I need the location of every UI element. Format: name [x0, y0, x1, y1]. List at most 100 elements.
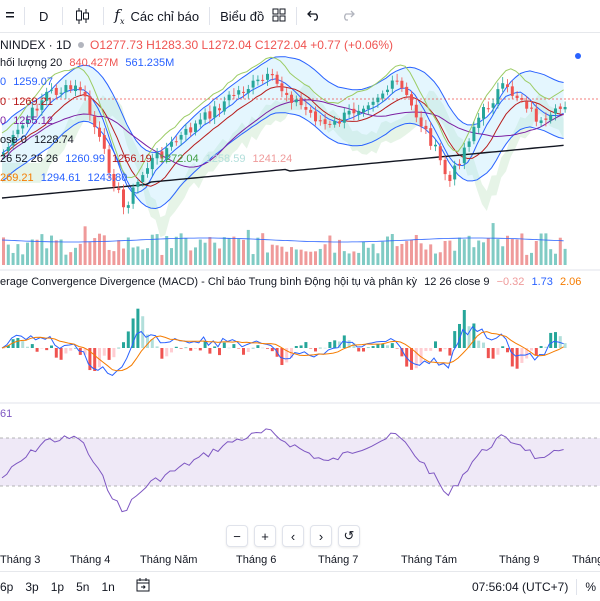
- bollinger-legend: 269.21 1294.61 1243.80: [0, 172, 127, 184]
- macd-histogram-bar: [510, 348, 514, 367]
- volume-bar: [400, 243, 404, 265]
- timeframe-5d[interactable]: 5n: [76, 579, 90, 594]
- macd-histogram-bar: [45, 348, 49, 351]
- macd-histogram-bar: [218, 348, 221, 356]
- volume-bar: [88, 242, 92, 265]
- volume-bar: [54, 240, 58, 265]
- candle-body: [443, 159, 447, 175]
- macd-histogram-bar: [381, 344, 385, 348]
- volume-bar: [194, 247, 197, 265]
- scroll-right-button[interactable]: ›: [310, 525, 332, 547]
- volume-bar: [26, 242, 29, 265]
- candle-body: [198, 119, 202, 125]
- candle-body: [338, 121, 341, 124]
- candle-body: [59, 92, 63, 94]
- zoom-out-button[interactable]: −: [226, 525, 248, 547]
- candle-body: [270, 73, 274, 76]
- bb-value-1: 269.21: [0, 172, 34, 184]
- volume-bar: [198, 239, 202, 265]
- candle-body: [419, 117, 423, 127]
- reset-chart-button[interactable]: ↺: [338, 525, 360, 547]
- volume-bar: [150, 234, 154, 265]
- candle-body: [83, 91, 87, 97]
- candle-body: [126, 205, 130, 208]
- volume-bar: [141, 249, 145, 265]
- volume-bar: [64, 254, 68, 265]
- indicators-button[interactable]: fx Các chỉ báo: [104, 0, 209, 32]
- candle-body: [429, 128, 433, 146]
- month-label: Tháng Tám: [401, 554, 458, 566]
- macd-histogram-bar: [323, 347, 327, 349]
- volume-bar: [554, 253, 557, 265]
- layout-button[interactable]: Biểu đồ: [210, 0, 296, 32]
- volume-bar: [59, 239, 63, 265]
- volume-bar: [261, 233, 265, 265]
- candle-body: [122, 189, 125, 208]
- settings-dot-icon[interactable]: [574, 47, 582, 65]
- volume-bar: [246, 229, 250, 265]
- macd-histogram-bar: [371, 346, 375, 348]
- macd-histogram-bar: [486, 348, 490, 359]
- candle-body: [237, 90, 241, 95]
- volume-bar: [338, 239, 341, 265]
- macd-histogram-bar: [194, 348, 197, 349]
- clock-text[interactable]: 07:56:04 (UTC+7): [471, 579, 569, 594]
- timeframe-3m[interactable]: 3p: [25, 579, 39, 594]
- volume-bar: [242, 239, 245, 265]
- volume-bar: [328, 235, 332, 265]
- candle-body: [386, 89, 389, 93]
- percent-toggle[interactable]: %: [585, 579, 596, 594]
- candle-body: [251, 80, 255, 88]
- volume-label: hối lượng 20: [0, 57, 63, 69]
- macd-histogram-bar: [419, 348, 423, 364]
- macd-histogram-bar: [558, 336, 562, 348]
- timeframe-6m[interactable]: 6p: [0, 579, 14, 594]
- candle-body: [203, 112, 207, 120]
- volume-bar: [482, 242, 485, 265]
- volume-ma-line: [1, 237, 564, 243]
- ohlc-open: O1277.73: [90, 38, 143, 52]
- zoom-in-button[interactable]: +: [254, 525, 276, 547]
- ma-legend-4-value: 1228.74: [33, 134, 74, 146]
- macd-histogram-bar: [26, 346, 29, 348]
- macd-histogram-bar: [376, 344, 380, 348]
- volume-bar: [299, 249, 303, 265]
- volume-bar: [510, 239, 514, 265]
- macd-histogram-bar: [222, 342, 226, 348]
- volume-bar: [83, 226, 87, 265]
- volume-bar: [189, 250, 193, 265]
- volume-bar: [342, 251, 346, 265]
- volume-bar: [390, 234, 394, 265]
- timeframe-1d[interactable]: 1n: [101, 579, 115, 594]
- macd-histogram-bar: [458, 323, 461, 348]
- volume-bar: [453, 250, 457, 265]
- menu-icon[interactable]: [0, 0, 24, 32]
- candle-type-button[interactable]: [63, 0, 103, 32]
- candle-body: [376, 97, 380, 103]
- candle-body: [266, 73, 269, 80]
- volume-value-2: 561.235M: [125, 57, 175, 69]
- volume-bar: [544, 233, 548, 265]
- volume-value-1: 840.427M: [69, 57, 119, 69]
- candle-body: [520, 98, 524, 100]
- interval-button[interactable]: D: [39, 8, 49, 24]
- timeframe-1m[interactable]: 1p: [50, 579, 65, 594]
- macd-histogram-bar: [477, 340, 481, 348]
- chart-canvas[interactable]: [0, 33, 600, 553]
- candle-body: [304, 106, 308, 110]
- date-range-icon[interactable]: [135, 577, 151, 596]
- candle-body: [88, 96, 92, 115]
- volume-bar: [179, 233, 183, 265]
- volume-bar: [458, 237, 461, 265]
- candle-body: [352, 108, 356, 114]
- candle-body: [294, 99, 298, 103]
- macd-histogram-bar: [448, 348, 452, 356]
- candle-body: [261, 79, 265, 81]
- undo-button[interactable]: [297, 0, 331, 32]
- scroll-left-button[interactable]: ‹: [282, 525, 304, 547]
- grid-icon: [272, 8, 286, 25]
- candle-body: [232, 95, 236, 97]
- volume-bar: [102, 235, 106, 265]
- volume-bar: [304, 251, 308, 265]
- redo-button[interactable]: [331, 0, 365, 32]
